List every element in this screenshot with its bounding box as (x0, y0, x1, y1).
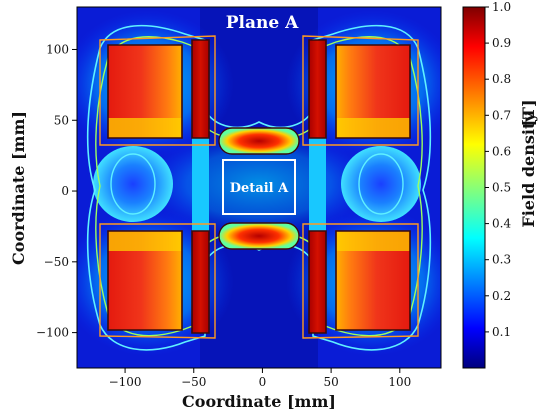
fringe-ur (336, 118, 410, 138)
y-tick-label: −100 (36, 326, 69, 340)
fringe-ul (108, 118, 182, 138)
gap-top (219, 128, 299, 154)
x-axis: −100 −50 0 50 100 (109, 368, 411, 389)
colorbar-tick-label: 0.2 (492, 289, 511, 303)
contour-orange-ul (99, 35, 216, 146)
colorbar-label: Field density (519, 112, 538, 228)
x-tick-label: −100 (109, 375, 142, 389)
fringe-ll (108, 231, 182, 251)
gap-bottom (219, 223, 299, 249)
lobe-ring-right (358, 153, 404, 215)
plot-area: Detail A Plane A (77, 7, 441, 368)
colorbar-tick-label: 0.3 (492, 253, 511, 267)
x-tick-label: 0 (259, 375, 267, 389)
lobe-ring-left (110, 153, 156, 215)
colorbar-tick-label: 0.1 (492, 325, 511, 339)
contour-orange-ll (99, 223, 216, 339)
colorbar-tick-label: 0.7 (492, 108, 511, 122)
colorbar-tick-label: 0.9 (492, 36, 511, 50)
colorbar-tick-label: 0.6 (492, 144, 511, 158)
y-tick-label: 50 (54, 113, 69, 127)
chart-title: Plane A (226, 13, 299, 33)
contour-orange-ur (302, 35, 419, 146)
right-lobe (341, 146, 421, 222)
detail-label: Detail A (230, 181, 289, 196)
y-tick-label: 100 (46, 42, 69, 56)
fringe-lr (336, 231, 410, 251)
y-tick-label: 0 (61, 184, 69, 198)
y-tick-label: −50 (44, 255, 69, 269)
colorbar-tick-label: 0.4 (492, 217, 511, 231)
y-axis: 100 50 0 −50 −100 (36, 42, 77, 340)
pole-left-gap (192, 138, 209, 231)
outline-upper-left (107, 39, 210, 139)
x-axis-label: Coordinate [mm] (182, 392, 336, 411)
y-axis-label: Coordinate [mm] (9, 111, 28, 265)
contour-orange-lr (302, 223, 419, 339)
gap-top-outline (218, 127, 300, 155)
contour-outer (86, 24, 432, 351)
left-lobe (93, 146, 173, 222)
plot-frame (76, 6, 442, 369)
colorbar-tick-label: 1.0 (492, 0, 511, 14)
outline-upper-right (308, 39, 411, 139)
x-tick-label: −50 (181, 375, 206, 389)
outline-lower-left (107, 230, 210, 334)
gap-bottom-outline (218, 222, 300, 250)
pole-right-gap (309, 138, 326, 231)
colorbar (462, 6, 486, 369)
colorbar-unit: [T] (519, 99, 538, 126)
colorbar-tick-label: 0.5 (492, 181, 511, 195)
colorbar-tick-label: 0.8 (492, 72, 511, 86)
detail-box (222, 159, 296, 215)
x-tick-label: 50 (323, 375, 338, 389)
outline-lower-right (308, 230, 411, 334)
x-tick-label: 100 (388, 375, 411, 389)
colorbar-ticks: 0.1 0.2 0.3 0.4 0.5 0.6 0.7 0.8 0.9 1.0 (485, 0, 511, 339)
